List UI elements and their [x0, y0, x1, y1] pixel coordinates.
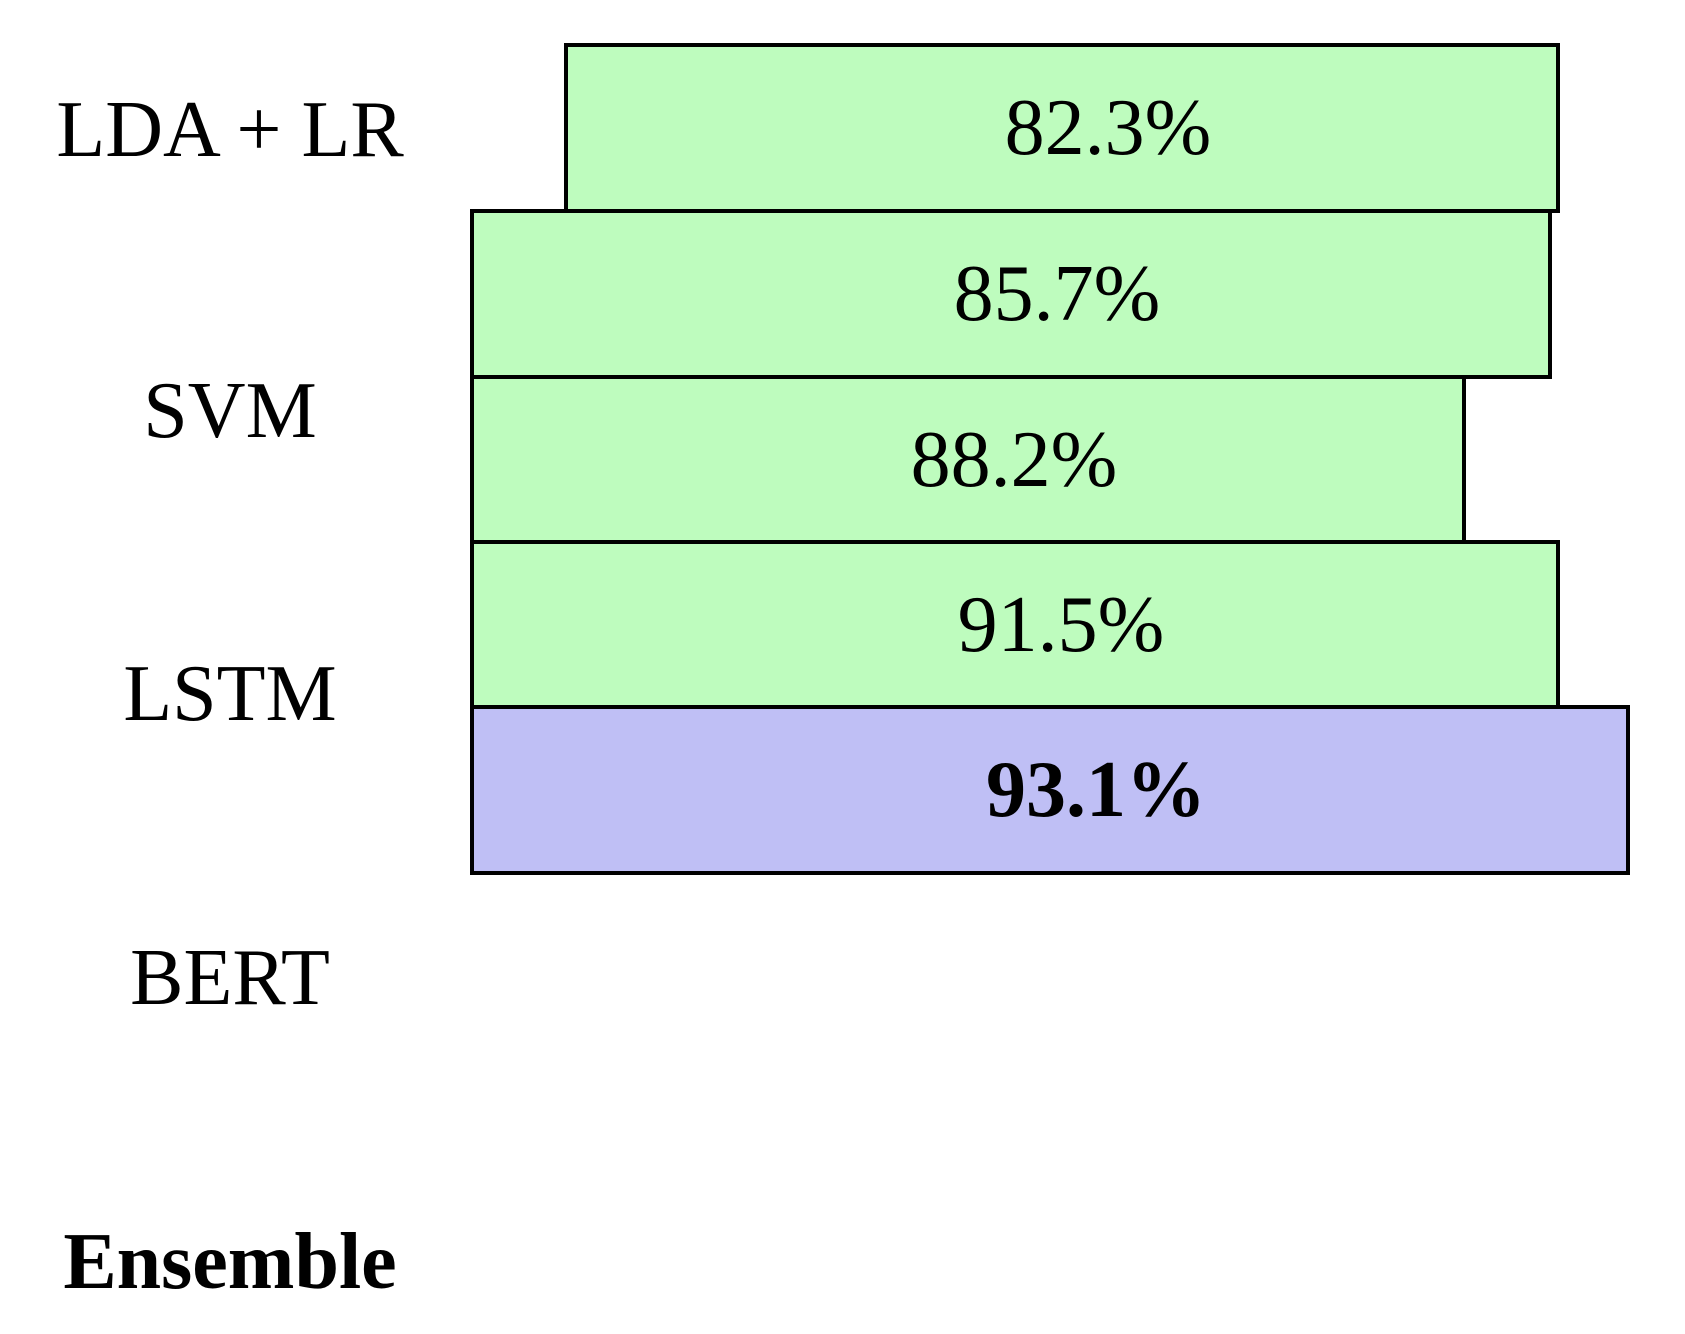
category-label-svm: SVM — [143, 367, 317, 455]
bar-value-label: 82.3% — [1004, 84, 1212, 172]
category-label-bert: BERT — [130, 934, 330, 1022]
bar-svm: 85.7% — [470, 209, 1552, 379]
bar-lstm: 88.2% — [470, 375, 1466, 544]
bar-ensemble-highlighted: 93.1% — [470, 705, 1630, 875]
category-label-lda-lr: LDA + LR — [56, 86, 404, 174]
category-label-ensemble: Ensemble — [63, 1218, 397, 1306]
bar-lda-lr: 82.3% — [564, 43, 1560, 213]
bar-value-label: 85.7% — [953, 250, 1161, 338]
bar-bert: 91.5% — [470, 540, 1560, 709]
category-label-lstm: LSTM — [123, 650, 337, 738]
bar-value-label: 88.2% — [910, 415, 1118, 504]
bar-value-label: 93.1% — [986, 746, 1206, 834]
bar-value-label: 91.5% — [957, 580, 1165, 669]
